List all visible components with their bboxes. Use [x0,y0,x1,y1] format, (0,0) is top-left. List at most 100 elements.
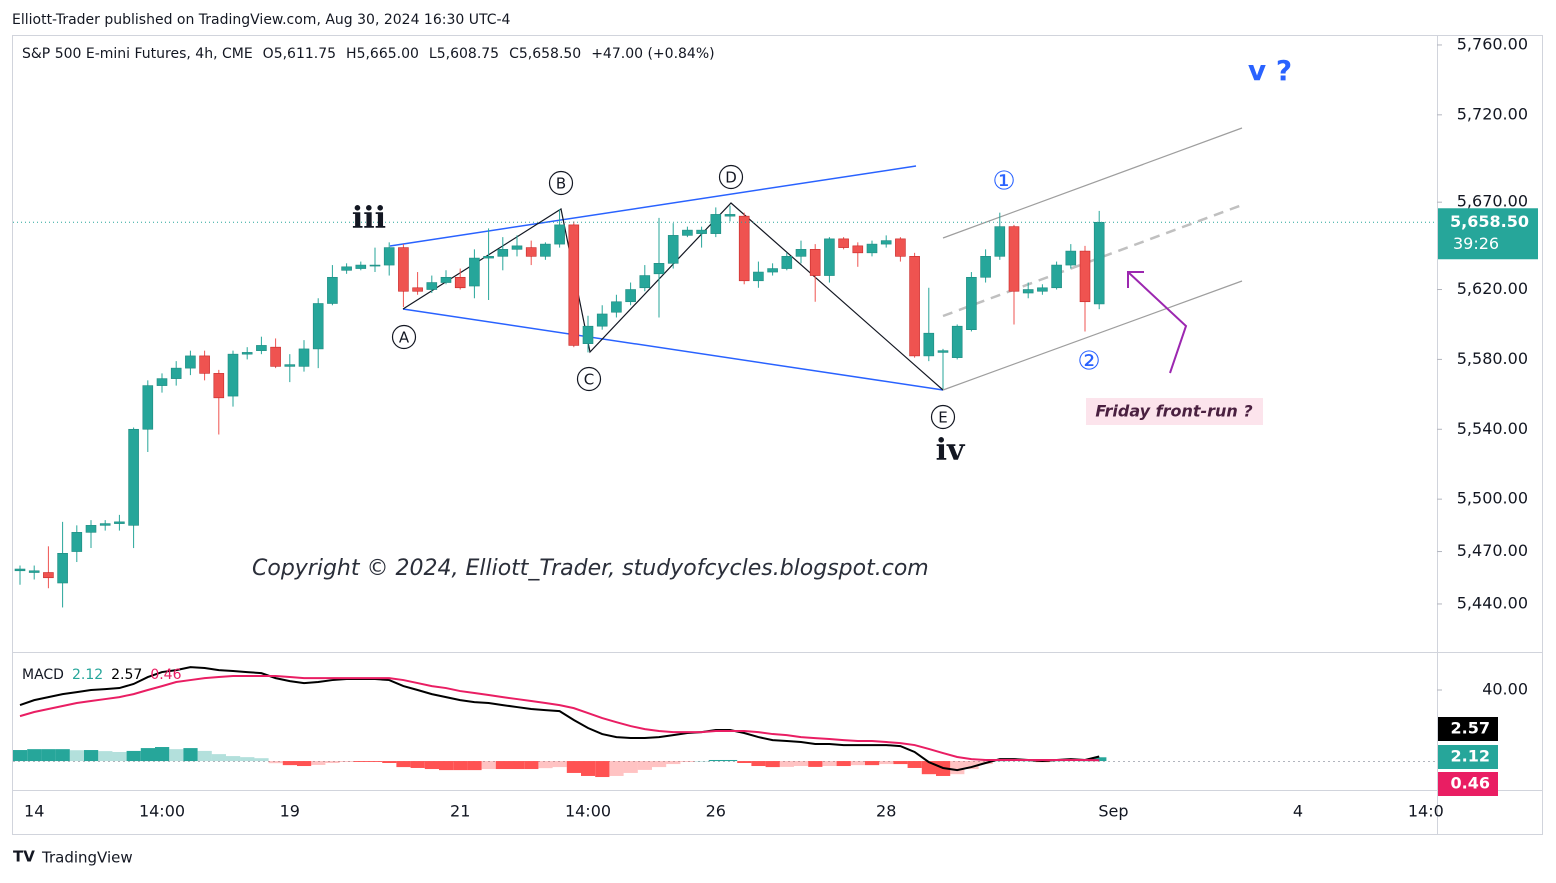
indicator-value: 0.46 [150,667,181,683]
x-tick-label: 4 [1293,802,1303,821]
candle-body [199,355,210,374]
histogram-bar [1078,761,1093,762]
candle-body [781,256,793,269]
value-badge-label: 2.12 [1451,747,1490,766]
candle-body [540,243,551,257]
histogram-bar [98,751,113,762]
histogram-bar [13,750,28,762]
candle-body [909,256,920,357]
candle-body [639,275,651,289]
candle-body [156,378,168,386]
histogram-bar [368,761,383,762]
chart-frame [12,35,1543,835]
x-tick-label: 14 [24,802,44,821]
histogram-bar [623,761,638,773]
candle-body [1037,287,1048,292]
candle-body [85,525,97,533]
histogram-bar [410,761,425,768]
channel-top [942,127,1243,239]
histogram-bar [992,761,1007,762]
candle-body [696,229,707,234]
legend-value: 5,665.00 [357,46,419,62]
annotation: ② [1077,347,1100,377]
candle-body [1008,226,1020,292]
histogram-bar [282,761,297,766]
candle-body [327,276,338,304]
note-box [1086,398,1263,425]
x-tick-label: 19 [280,802,300,821]
y-tick-label: 5,720.00 [1457,104,1528,123]
candle-body [284,364,296,367]
histogram-bar [112,751,127,762]
candle-body [724,214,736,217]
histogram-bar [424,761,439,770]
histogram-bar [510,761,525,770]
histogram-bar [396,761,411,768]
candle-body [795,249,807,257]
histogram-bar [1092,757,1107,762]
candle-body [114,521,125,524]
candle-body [170,367,182,379]
histogram-bar [637,761,652,770]
histogram-bar [694,761,709,762]
histogram-bar [552,761,567,768]
y-tick-label: 5,540.00 [1457,419,1528,438]
candle-body [767,268,778,273]
candle-body [312,303,324,350]
drawings [389,127,1263,425]
histogram-bar [311,761,326,765]
candle-body [923,332,935,357]
candle-body [71,532,83,552]
candle-body [554,224,565,245]
indicator-value: 2.57 [111,667,142,683]
legend-value: 5,658.50 [519,46,581,62]
candle-body [1051,264,1062,289]
candle-body [227,353,239,397]
indicator-legend: MACD 2.12 2.57 0.46 [22,667,182,683]
histogram-bar [84,750,99,762]
histogram-bar [27,749,42,762]
candle-body [28,570,40,573]
histogram-bar [680,761,695,762]
candle-body [809,249,821,276]
histogram-bar [481,761,496,770]
candle-body [142,385,154,430]
x-tick-label: 14:00 [139,802,185,821]
candle-body [1079,250,1091,303]
candle-body [525,247,537,257]
histogram-bar [211,754,226,762]
legend-key: O [263,46,274,62]
x-tick-label: 14:00 [565,802,611,821]
histogram-bar [325,761,340,764]
histogram-bar [226,756,241,762]
candle-body [454,276,466,289]
y-tick-label: 5,580.00 [1457,349,1528,368]
candle-body [256,345,267,351]
histogram-bar [751,761,766,767]
annotation: Copyright © 2024, Elliott_Trader, studyo… [252,556,929,581]
annotation: iv [936,433,966,468]
candle-body [653,263,665,275]
wave-label-circle [548,170,574,196]
annotation: D [725,169,737,187]
candle-body [966,276,977,330]
footer-logo: TradingView [41,849,133,867]
logo-mark: 𝗧𝗩 [13,848,35,866]
histogram-bar [382,761,397,764]
legend-change: +47.00 (+0.84%) [591,46,714,62]
candle-body [937,350,949,353]
legend-value: 5,611.75 [274,46,336,62]
histogram-bar [467,761,482,771]
arrow-head [1127,271,1144,288]
y-tick-label: 5,500.00 [1457,489,1528,508]
candle-body [99,523,111,526]
x-tick-label: 28 [876,802,896,821]
y-tick-label: 40.00 [1482,680,1528,699]
histogram-bar [240,757,255,762]
histogram-bar [439,761,454,771]
histogram-bar [41,749,56,762]
candle-body [43,572,54,579]
last-price-label: 5,658.50 [1450,212,1529,231]
histogram-bar [865,761,880,766]
candle-body [298,348,310,367]
